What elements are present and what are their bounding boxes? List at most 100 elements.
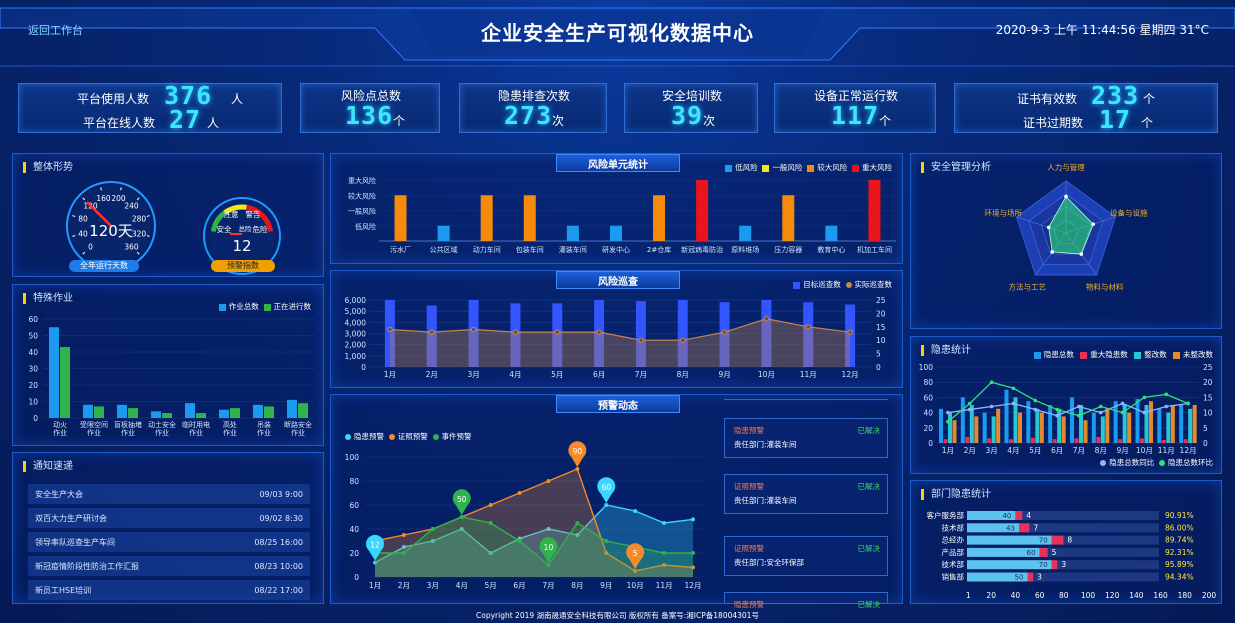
notice-item[interactable]: 领导率队巡查生产车间 08/25 16:00 [28, 532, 310, 552]
hazard-xtick: 8月 [1095, 446, 1107, 455]
patrol-xtick: 7月 [635, 370, 647, 379]
legend-swatch-larger [807, 164, 815, 172]
patrol-ytick: 2,000 [345, 341, 367, 350]
dept-bar-fixed [967, 511, 1016, 520]
training-unit: 次 [703, 114, 716, 128]
legend-total: 作业总数 [228, 302, 259, 311]
back-to-workbench-link[interactable]: 返回工作台 [28, 24, 83, 37]
users-unit: 人 [231, 92, 244, 106]
hazard-bar [1179, 405, 1184, 443]
special-ytick: 0 [33, 414, 38, 423]
dept-xtick: 180 [1178, 591, 1193, 600]
hazard-trend-point [1011, 401, 1016, 406]
hazard-bar [1170, 405, 1175, 443]
alert-card[interactable]: 证照预警 已解决 责任部门:安全环保部 [724, 536, 888, 576]
warning-xtick: 10月 [627, 581, 644, 590]
radar-point [1079, 252, 1084, 256]
special-bar [117, 404, 127, 418]
patrol-panel: 目标巡查数 实际巡查数 0 1,000 2,000 3,000 4,000 5,000 6,… [330, 270, 903, 388]
dept-bar-unfixed [1015, 511, 1023, 520]
patrol-actual-point [470, 326, 477, 333]
notice-item[interactable]: 新员工HSE培训 08/22 17:00 [28, 580, 310, 600]
dept-bar-unfixed [1019, 523, 1030, 533]
dept-xtick: 20 [986, 591, 996, 600]
patrol-ytick: 1,000 [345, 352, 367, 361]
page-title: 企业安全生产可视化数据中心 [481, 21, 754, 45]
warning-point [459, 527, 464, 531]
alert-card[interactable]: 证照预警 已解决 责任部门:灌装车间 [724, 474, 888, 514]
dept-bar-fixed [967, 523, 1020, 533]
warning-point [575, 533, 580, 537]
special-bar [287, 399, 297, 418]
notice-text: 领导率队巡查生产车间 [35, 537, 115, 547]
special-xtick: 作业 [53, 428, 67, 437]
legend-dot-license [388, 434, 395, 440]
equip-label: 设备正常运行数 [813, 89, 898, 103]
dept-name: 总经办 [942, 535, 965, 545]
hazard-bar [1161, 439, 1166, 443]
speed-tick [72, 215, 76, 217]
patrol-target-bar [845, 304, 856, 367]
risk-bar [437, 225, 450, 241]
warning-point [546, 527, 551, 531]
legend-general: 一般风险 [772, 163, 803, 172]
alert-card[interactable]: 隐患预警 已解决 [724, 592, 888, 609]
legend-hazard: 隐患预警 [354, 432, 384, 441]
dept-xtick: 100 [1081, 591, 1096, 600]
speed-tick-label: 360 [124, 243, 139, 252]
risk-xtick: 原料堆场 [731, 245, 759, 254]
special-bar [162, 413, 172, 418]
legend-major: 重大风险 [862, 163, 892, 172]
risk-unit: 个 [393, 114, 406, 128]
patrol-xtick: 12月 [842, 370, 859, 379]
legend-license: 证照预警 [397, 432, 428, 441]
warning-line [374, 504, 694, 564]
hazard-bar [1018, 412, 1022, 443]
cert-expired-label: 证书过期数 [1023, 116, 1084, 130]
notice-time: 08/22 17:00 [254, 585, 303, 595]
notice-title: 通知速递 [23, 461, 73, 472]
patrol-target-bar [552, 303, 563, 367]
hazard-bar [1127, 412, 1132, 443]
hazard-trend-point [1142, 395, 1147, 400]
hazard-bar [1030, 437, 1035, 443]
speed-tick-label: 160 [96, 194, 111, 203]
patrol-target-bar [761, 300, 772, 367]
alert-type: 证照预警 [734, 544, 764, 553]
special-work-chart: 0102030405060动火作业受限空间作业盲板抽堵作业动土安全作业临时用电作… [28, 315, 315, 437]
notice-item[interactable]: 双百大力生产研讨会 09/02 8:30 [28, 508, 310, 528]
speed-needle [86, 201, 112, 227]
legend-dot-event [432, 434, 439, 440]
hazard-bar [1149, 401, 1153, 443]
notice-item[interactable]: 新冠疫情阶段性防治工作汇报 08/23 10:00 [28, 556, 310, 576]
notice-text: 新冠疫情阶段性防治工作汇报 [35, 561, 139, 571]
risk-bar [782, 195, 795, 241]
legend-event: 事件预警 [441, 432, 472, 441]
patrol-y2tick: 10 [876, 336, 886, 345]
notice-time: 08/23 10:00 [254, 561, 303, 571]
warning-xtick: 8月 [571, 581, 583, 590]
risk-ytick: 较大风险 [348, 191, 376, 200]
hazard-bar [1144, 405, 1149, 443]
hazard-ytick: 60 [923, 393, 933, 402]
special-bar [264, 406, 274, 418]
warning-point [517, 539, 522, 543]
warning-ytick: 20 [349, 549, 359, 558]
legend-h-major: 重大隐患数 [1090, 350, 1128, 359]
hazard-trend-point [1164, 404, 1169, 409]
patrol-legend: 目标巡查数 实际巡查数 [793, 279, 892, 290]
warning-area [375, 517, 693, 577]
notice-item[interactable]: 安全生产大会 09/03 9:00 [28, 484, 310, 504]
speed-tick [120, 187, 122, 191]
special-ytick: 20 [28, 381, 38, 390]
radar-axis-label: 环境与场所 [984, 208, 1022, 218]
special-bar [253, 404, 263, 418]
legend-swatch-h-unfixed [1173, 351, 1180, 359]
online-label: 平台在线人数 [83, 116, 156, 130]
cert-valid-value: 233 [1091, 81, 1140, 110]
hazard-trend-point [1055, 407, 1059, 412]
hazard-ytick: 80 [923, 378, 933, 387]
legend-larger: 较大风险 [817, 163, 848, 172]
alert-card[interactable]: 隐患预警 已解决 责任部门:灌装车间 [724, 418, 888, 458]
speed-tick [82, 197, 86, 201]
